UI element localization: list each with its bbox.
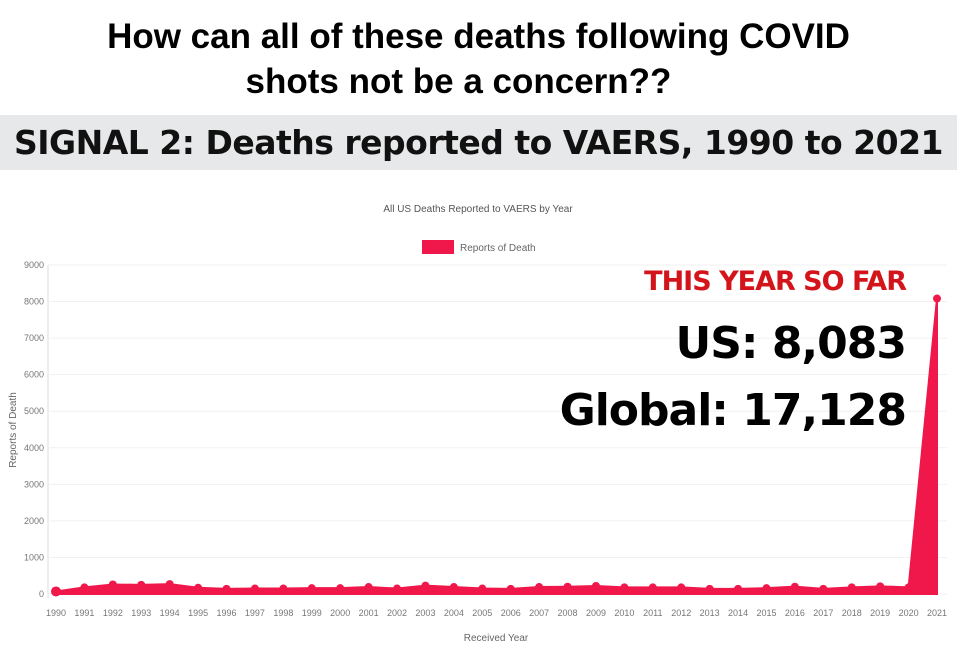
- signal-banner: SIGNAL 2: Deaths reported to VAERS, 1990…: [0, 115, 957, 170]
- annotation-label: THIS YEAR SO FAR: [644, 266, 907, 297]
- x-tick-label: 2007: [529, 608, 549, 618]
- data-point[interactable]: [421, 581, 430, 590]
- y-tick-label: 6000: [24, 370, 44, 380]
- data-point[interactable]: [80, 583, 89, 592]
- data-point[interactable]: [790, 582, 799, 591]
- y-axis-label: Reports of Death: [8, 392, 19, 468]
- data-point[interactable]: [336, 584, 345, 593]
- data-point[interactable]: [591, 581, 600, 590]
- x-tick-label: 2016: [785, 608, 805, 618]
- data-point[interactable]: [250, 584, 259, 593]
- data-point[interactable]: [677, 583, 686, 592]
- x-tick-label: 1993: [131, 608, 151, 618]
- x-tick-label: 2015: [756, 608, 776, 618]
- y-tick-label: 1000: [24, 552, 44, 562]
- x-tick-label: 1997: [245, 608, 265, 618]
- x-tick-label: 2017: [813, 608, 833, 618]
- x-tick-label: 2008: [558, 608, 578, 618]
- x-tick-label: 1992: [103, 608, 123, 618]
- y-tick-label: 3000: [24, 479, 44, 489]
- annotation-us-count: US: 8,083: [675, 318, 907, 369]
- data-point[interactable]: [393, 584, 402, 593]
- y-tick-label: 2000: [24, 516, 44, 526]
- data-point[interactable]: [51, 586, 61, 597]
- data-point[interactable]: [648, 583, 657, 592]
- chart-title: All US Deaths Reported to VAERS by Year: [383, 204, 573, 215]
- data-point[interactable]: [620, 583, 629, 592]
- x-tick-label: 1991: [74, 608, 94, 618]
- x-axis-label: Received Year: [464, 633, 529, 644]
- data-point[interactable]: [933, 294, 941, 303]
- x-tick-label: 2010: [614, 608, 634, 618]
- x-tick-label: 2019: [870, 608, 890, 618]
- x-tick-label: 2020: [899, 608, 919, 618]
- data-point[interactable]: [876, 582, 885, 591]
- data-point[interactable]: [279, 584, 288, 593]
- x-tick-label: 2005: [472, 608, 492, 618]
- x-tick-label: 2000: [330, 608, 350, 618]
- x-tick-label: 2004: [444, 608, 464, 618]
- x-tick-label: 2009: [586, 608, 606, 618]
- x-tick-label: 1995: [188, 608, 208, 618]
- x-tick-label: 2013: [700, 608, 720, 618]
- data-point[interactable]: [563, 582, 572, 591]
- y-tick-label: 8000: [24, 297, 44, 307]
- data-point[interactable]: [506, 584, 515, 593]
- x-tick-label: 2014: [728, 608, 748, 618]
- headline-line-2: shots not be a concern??: [245, 62, 672, 101]
- data-point[interactable]: [847, 583, 856, 592]
- legend-label[interactable]: Reports of Death: [460, 243, 536, 254]
- data-point[interactable]: [222, 584, 231, 593]
- data-point[interactable]: [108, 580, 117, 589]
- x-tick-label: 2006: [501, 608, 521, 618]
- y-tick-label: 9000: [24, 260, 44, 270]
- x-tick-label: 1996: [217, 608, 237, 618]
- x-tick-label: 2012: [671, 608, 691, 618]
- data-point[interactable]: [904, 583, 913, 592]
- data-point[interactable]: [449, 583, 458, 592]
- x-tick-label: 1998: [273, 608, 293, 618]
- x-tick-label: 2003: [415, 608, 435, 618]
- x-tick-label: 1999: [302, 608, 322, 618]
- data-point[interactable]: [165, 580, 174, 589]
- headline-line-1: How can all of these deaths following CO…: [107, 17, 850, 56]
- data-point[interactable]: [734, 584, 743, 593]
- data-point[interactable]: [364, 583, 373, 592]
- x-tick-label: 2002: [387, 608, 407, 618]
- x-tick-label: 2011: [643, 608, 662, 618]
- x-tick-label: 1994: [160, 608, 180, 618]
- y-tick-label: 0: [39, 589, 44, 599]
- y-tick-label: 7000: [24, 333, 44, 343]
- legend-swatch: [422, 240, 454, 254]
- data-point[interactable]: [307, 584, 316, 593]
- x-tick-label: 2021: [927, 608, 947, 618]
- signal-banner-text: SIGNAL 2: Deaths reported to VAERS, 1990…: [13, 123, 944, 162]
- x-tick-label: 1990: [46, 608, 66, 618]
- x-tick-label: 2001: [359, 608, 379, 618]
- data-point[interactable]: [478, 584, 487, 593]
- x-tick-label: 2018: [842, 608, 862, 618]
- data-point[interactable]: [535, 583, 544, 592]
- data-point[interactable]: [194, 583, 203, 592]
- data-point[interactable]: [762, 584, 771, 593]
- y-tick-label: 5000: [24, 406, 44, 416]
- data-point[interactable]: [819, 584, 828, 593]
- y-tick-label: 4000: [24, 443, 44, 453]
- data-point[interactable]: [137, 580, 146, 589]
- data-point[interactable]: [705, 584, 714, 593]
- annotation-global-count: Global: 17,128: [559, 385, 907, 436]
